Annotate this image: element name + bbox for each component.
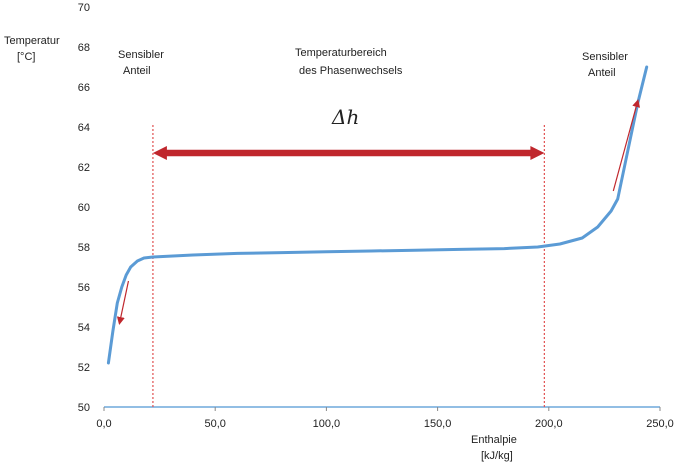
y-tick-label: 60: [78, 202, 90, 214]
annotation-phase-change-line-2: des Phasenwechsels: [299, 65, 403, 77]
y-axis-label-line-1: Temperatur: [4, 35, 60, 47]
plot-layer: 50 52 54 56 58 60 62 64 66 68 70 0,0 50,0 100,0 150,0 2…: [78, 2, 674, 430]
direction-arrow: [116, 280, 130, 325]
x-tick-label: 50,0: [204, 418, 225, 430]
y-axis-label-line-2: [°C]: [17, 51, 35, 63]
y-tick-label: 62: [78, 162, 90, 174]
x-tick-label: 100,0: [313, 418, 341, 430]
y-tick-label: 56: [78, 282, 90, 294]
annotation-phase-change-line-1: Temperaturbereich: [295, 47, 387, 59]
annotation-sensible-left-line-1: Sensibler: [118, 49, 164, 61]
y-tick-label: 58: [78, 242, 90, 254]
series-line: [106, 65, 649, 365]
y-tick-label: 68: [78, 42, 90, 54]
y-tick-label: 52: [78, 362, 90, 374]
y-tick-label: 54: [78, 322, 90, 334]
direction-arrow: [612, 99, 641, 192]
annotation-delta-h: Δh: [331, 105, 359, 129]
x-axis-label-line-1: Enthalpie: [471, 434, 517, 446]
y-tick-label: 70: [78, 2, 90, 14]
x-tick-label: 0,0: [96, 418, 111, 430]
y-tick-label: 64: [78, 122, 90, 134]
x-tick-label: 250,0: [646, 418, 674, 430]
delta-h-double-arrow: [152, 146, 545, 160]
x-tick-label: 150,0: [424, 418, 452, 430]
annotation-sensible-right-line-1: Sensibler: [582, 51, 628, 63]
x-tick-label: 200,0: [535, 418, 563, 430]
y-tick-label: 66: [78, 82, 90, 94]
annotation-sensible-left-line-2: Anteil: [123, 65, 151, 77]
annotation-sensible-right-line-2: Anteil: [588, 67, 616, 79]
y-tick-label: 50: [78, 402, 90, 414]
x-axis-label-line-2: [kJ/kg]: [481, 450, 513, 462]
